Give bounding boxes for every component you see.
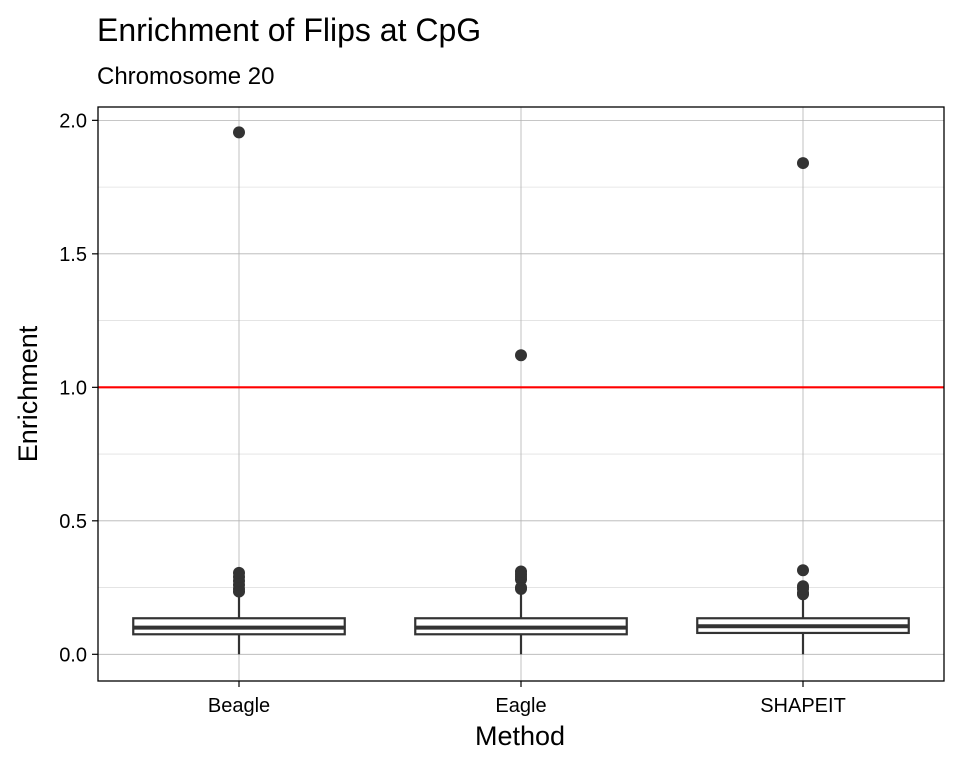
outlier-point [233, 126, 245, 139]
outlier-point [797, 580, 809, 593]
chart-subtitle: Chromosome 20 [97, 63, 274, 90]
x-tick-label: Beagle [208, 695, 270, 717]
chart-title: Enrichment of Flips at CpG [97, 12, 481, 48]
outlier-point [797, 564, 809, 577]
y-tick-label: 0.5 [59, 511, 87, 533]
y-tick-label: 1.5 [59, 244, 87, 266]
x-axis: Beagle Eagle SHAPEIT [208, 681, 846, 717]
y-tick-label: 1.0 [59, 377, 87, 399]
outlier-point [515, 349, 527, 362]
x-axis-title: Method [475, 721, 565, 751]
box-beagle [132, 126, 346, 655]
boxes [132, 126, 910, 655]
x-tick-label: SHAPEIT [760, 695, 846, 717]
box-shapeit [696, 157, 910, 655]
y-axis: 0.0 0.5 1.0 1.5 2.0 [59, 110, 98, 666]
y-axis-title: Enrichment [13, 325, 43, 462]
outlier-point [515, 565, 527, 578]
y-tick-label: 0.0 [59, 644, 87, 666]
box-eagle [414, 349, 628, 655]
outlier-point [797, 157, 809, 170]
y-tick-label: 2.0 [59, 110, 87, 132]
outlier-point [233, 566, 245, 579]
x-tick-label: Eagle [495, 695, 546, 717]
